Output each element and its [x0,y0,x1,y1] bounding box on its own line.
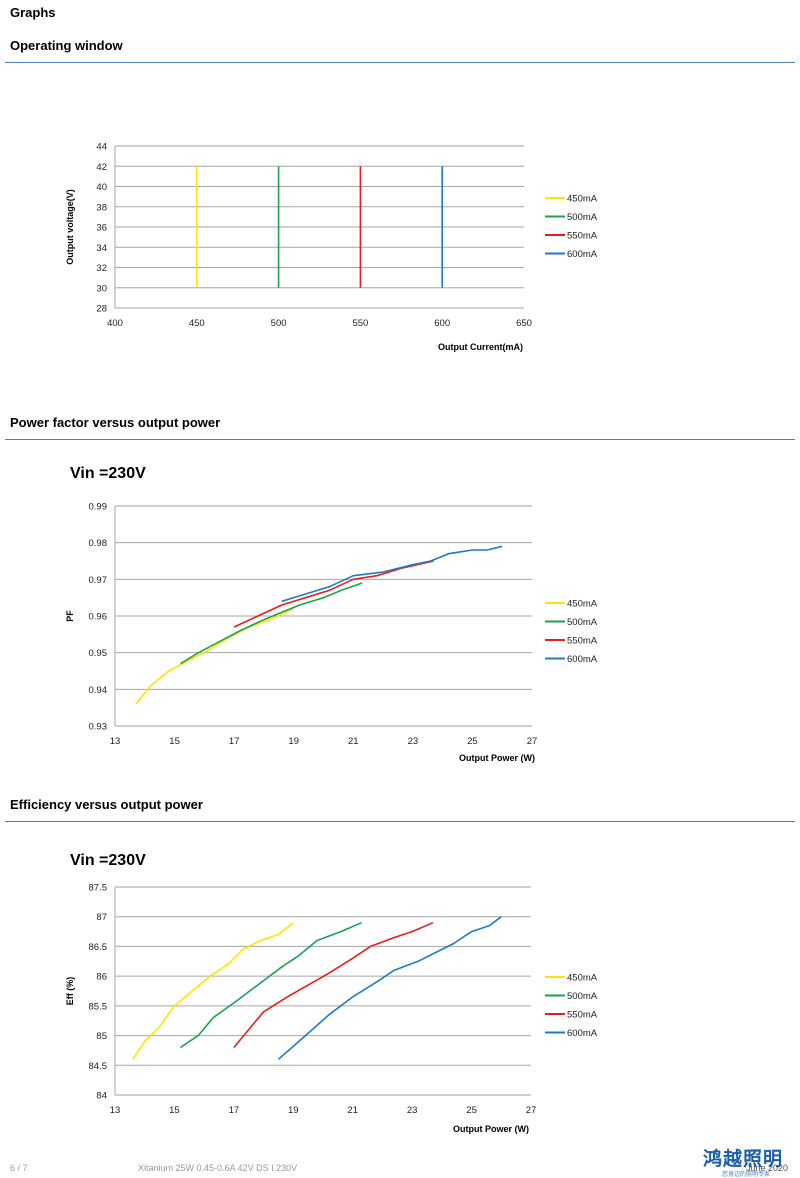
x-axis-label: Output Current(mA) [438,342,523,352]
y-tick-label: 32 [96,263,107,274]
legend-label: 500mA [567,991,598,1002]
section-divider [5,821,795,822]
series-line-450mA [132,922,294,1060]
x-tick-label: 15 [169,736,180,747]
page-heading: Graphs [10,5,56,20]
x-tick-label: 17 [229,1105,240,1116]
y-tick-label: 86.5 [89,942,108,953]
y-axis-label: Eff (%) [65,977,75,1006]
section-divider [5,439,795,440]
x-tick-label: 27 [527,736,538,747]
x-tick-label: 15 [169,1105,180,1116]
x-tick-label: 27 [526,1105,537,1116]
section-title-operating-window: Operating window [10,38,123,53]
x-tick-label: 23 [407,1105,418,1116]
y-tick-label: 0.95 [89,648,108,659]
y-tick-label: 38 [96,202,107,213]
x-tick-label: 13 [110,1105,121,1116]
x-tick-label: 500 [271,318,287,329]
y-tick-label: 44 [96,142,107,153]
y-tick-label: 86 [96,972,107,983]
y-tick-label: 36 [96,223,107,234]
y-tick-label: 28 [96,304,107,315]
x-axis-label: Output Power (W) [459,753,535,763]
x-tick-label: 600 [434,318,450,329]
y-tick-label: 87.5 [89,883,108,894]
legend-label: 600mA [567,1028,598,1039]
legend-label: 500mA [567,212,598,223]
y-tick-label: 84 [96,1091,107,1102]
y-axis-label: Output voltage(V) [65,189,75,265]
section-title-efficiency: Efficiency versus output power [10,797,203,812]
section-divider [5,62,795,63]
x-axis-label: Output Power (W) [453,1124,529,1134]
x-tick-label: 19 [288,1105,299,1116]
legend-label: 550mA [567,636,598,647]
x-tick-label: 25 [467,736,478,747]
chart-title: Vin =230V [70,852,146,869]
series-line-500mA [180,582,363,665]
series-line-450mA [135,607,295,705]
y-tick-label: 0.99 [89,502,108,513]
y-tick-label: 85.5 [89,1001,108,1012]
x-tick-label: 17 [229,736,240,747]
footer-page-number: 6 / 7 [10,1163,28,1173]
legend-label: 500mA [567,617,598,628]
power-factor-chart: 0.93 0.94 0.95 0.96 0.97 0.98 0.99 13 15 17 19 21 23… [65,465,598,763]
y-tick-label: 85 [96,1031,107,1042]
x-tick-label: 25 [466,1105,477,1116]
efficiency-chart: 84 84.5 85 85.5 86 86.5 87 87.5 13 15 17 19 21 23 25 27… [65,852,598,1134]
x-tick-label: 21 [348,736,359,747]
x-tick-label: 450 [189,318,205,329]
x-tick-label: 19 [288,736,299,747]
y-tick-label: 34 [96,243,107,254]
series-line-600mA [281,545,503,603]
series-line-550mA [233,560,434,628]
section-title-power-factor: Power factor versus output power [10,415,221,430]
x-tick-label: 550 [352,318,368,329]
footer-date: June 2020 [746,1163,789,1173]
y-tick-label: 0.97 [89,575,108,586]
legend-label: 550mA [567,231,598,242]
x-tick-label: 13 [110,736,121,747]
y-tick-label: 0.93 [89,722,108,733]
x-tick-label: 650 [516,318,532,329]
y-tick-label: 30 [96,283,107,294]
x-tick-label: 21 [347,1105,358,1116]
y-axis-label: PF [65,610,75,622]
y-tick-label: 42 [96,162,107,173]
series-line-550mA [233,921,434,1049]
chart-title: Vin =230V [70,465,146,482]
company-logo-subtext: 您身边的照明专家 [722,1171,771,1178]
series-line-500mA [179,921,362,1049]
legend-label: 600mA [567,249,598,260]
legend-label: 600mA [567,654,598,665]
footer-document-title: Xitanium 25W 0.45-0.6A 42V DS I 230V [138,1163,298,1173]
y-tick-label: 87 [96,912,107,923]
y-tick-label: 84.5 [89,1061,108,1072]
x-tick-label: 400 [107,318,123,329]
y-tick-label: 40 [96,182,107,193]
y-tick-label: 0.98 [89,538,108,549]
series-line-600mA [277,916,502,1060]
x-tick-label: 23 [408,736,419,747]
operating-window-chart: 28 30 32 34 36 38 40 42 44 400 450 500 550 600 650 Outp… [65,142,598,353]
y-tick-label: 0.96 [89,612,108,623]
legend-label: 450mA [567,973,598,984]
legend-label: 450mA [567,599,598,610]
legend-label: 550mA [567,1010,598,1021]
legend-label: 450mA [567,194,598,205]
company-logo: 鸿越照明 [703,1148,784,1170]
y-tick-label: 0.94 [89,685,108,696]
